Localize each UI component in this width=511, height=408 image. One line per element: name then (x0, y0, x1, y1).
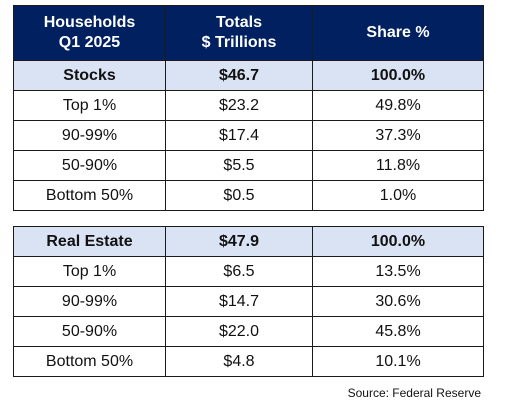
row-total: $6.5 (165, 256, 313, 287)
table-row: Bottom 50% $0.5 1.0% (13, 180, 484, 211)
row-label: Bottom 50% (13, 346, 166, 377)
row-total: $22.0 (165, 316, 313, 347)
row-label: Top 1% (13, 256, 166, 287)
table-row: Bottom 50% $4.8 10.1% (13, 346, 484, 377)
header-households-line1: Households (43, 14, 136, 31)
table-row: 50-90% $22.0 45.8% (13, 316, 484, 347)
row-share: 1.0% (312, 180, 484, 211)
row-share: 49.8% (312, 90, 484, 121)
table-row: 50-90% $5.5 11.8% (13, 150, 484, 181)
header-totals: Totals $ Trillions (165, 5, 313, 61)
header-totals-line2: $ Trillions (201, 34, 277, 51)
row-share: 13.5% (312, 256, 484, 287)
row-label: 90-99% (13, 120, 166, 151)
table-row: Top 1% $6.5 13.5% (13, 256, 484, 287)
row-total: $17.4 (165, 120, 313, 151)
row-total: $46.7 (165, 60, 313, 91)
row-share: 45.8% (312, 316, 484, 347)
row-label: Real Estate (13, 226, 166, 257)
row-label: 50-90% (13, 150, 166, 181)
row-total: $47.9 (165, 226, 313, 257)
row-share: 37.3% (312, 120, 484, 151)
row-label: 50-90% (13, 316, 166, 347)
row-share: 100.0% (312, 60, 484, 91)
table-row: 90-99% $17.4 37.3% (13, 120, 484, 151)
row-total: $4.8 (165, 346, 313, 377)
row-share: 11.8% (312, 150, 484, 181)
table-row: Top 1% $23.2 49.8% (13, 90, 484, 121)
real-estate-table: Real Estate $47.9 100.0% Top 1% $6.5 13.… (13, 226, 484, 377)
row-total: $14.7 (165, 286, 313, 317)
row-label: 90-99% (13, 286, 166, 317)
real-estate-summary-row: Real Estate $47.9 100.0% (13, 226, 484, 257)
row-share: 100.0% (312, 226, 484, 257)
row-label: Bottom 50% (13, 180, 166, 211)
row-total: $23.2 (165, 90, 313, 121)
row-label: Top 1% (13, 90, 166, 121)
row-total: $0.5 (165, 180, 313, 211)
row-share: 30.6% (312, 286, 484, 317)
source-note: Source: Federal Reserve (347, 386, 481, 400)
table-row: 90-99% $14.7 30.6% (13, 286, 484, 317)
header-share: Share % (312, 5, 484, 61)
stocks-summary-row: Stocks $46.7 100.0% (13, 60, 484, 91)
header-totals-line1: Totals (216, 14, 262, 31)
stocks-table: Households Q1 2025 Totals $ Trillions Sh… (13, 5, 484, 211)
row-share: 10.1% (312, 346, 484, 377)
row-total: $5.5 (165, 150, 313, 181)
header-households-line2: Q1 2025 (58, 34, 121, 51)
header-households: Households Q1 2025 (13, 5, 166, 61)
row-label: Stocks (13, 60, 166, 91)
table-header-row: Households Q1 2025 Totals $ Trillions Sh… (13, 5, 484, 61)
